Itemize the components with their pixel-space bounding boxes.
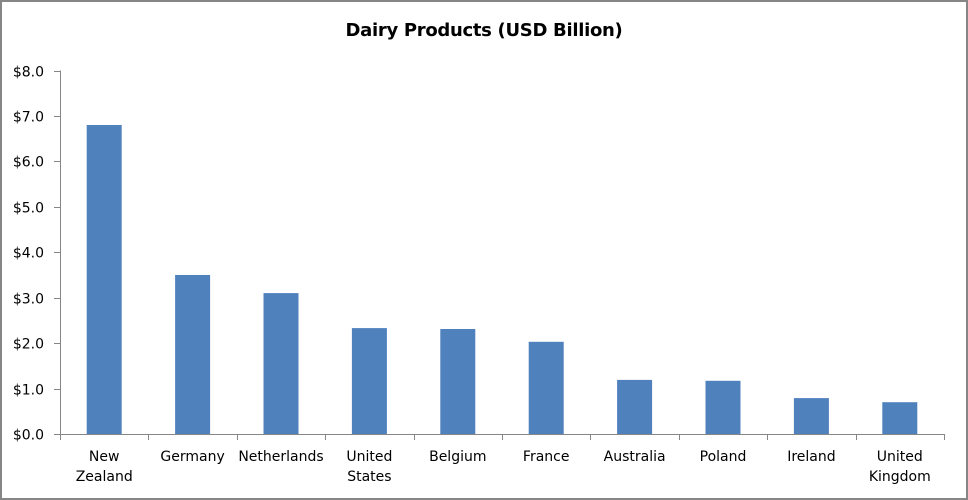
y-tick-label: $8.0	[13, 65, 44, 81]
x-tick-label: Australia	[604, 449, 666, 465]
y-tick-label: $5.0	[13, 201, 44, 217]
x-tick-label: United States	[346, 449, 392, 485]
y-tick-label: $6.0	[13, 155, 44, 171]
bar	[263, 293, 299, 434]
x-tick-label: Belgium	[429, 449, 486, 465]
y-axis: $0.0 $1.0 $2.0 $3.0 $4.0 $5.0 $6.0 $7.0 $8.0	[13, 65, 61, 444]
bar	[882, 402, 918, 434]
bars	[86, 125, 918, 434]
x-tick-label: New Zealand	[76, 449, 133, 485]
bar	[793, 398, 829, 434]
bar	[440, 329, 476, 434]
y-tick-label: $3.0	[13, 292, 44, 308]
chart-title: Dairy Products (USD Billion)	[345, 20, 623, 41]
x-tick-label: France	[523, 449, 570, 465]
x-tick-label: Ireland	[787, 449, 835, 465]
y-tick-label: $0.0	[13, 428, 44, 444]
x-tick-label: Germany	[160, 449, 224, 465]
x-tick-label: Netherlands	[238, 449, 323, 465]
y-tick-label: $1.0	[13, 383, 44, 399]
x-tick-label: United Kingdom	[869, 449, 931, 485]
y-tick-label: $2.0	[13, 337, 44, 353]
y-tick-label: $7.0	[13, 110, 44, 126]
bar	[705, 380, 741, 434]
y-tick-label: $4.0	[13, 246, 44, 262]
bar	[86, 125, 122, 434]
bar	[175, 275, 211, 434]
x-axis: New Zealand Germany Netherlands United States…	[60, 434, 945, 485]
x-tick-label: Poland	[700, 449, 747, 465]
bar	[617, 379, 653, 434]
bar	[528, 341, 564, 434]
bar	[351, 328, 387, 434]
